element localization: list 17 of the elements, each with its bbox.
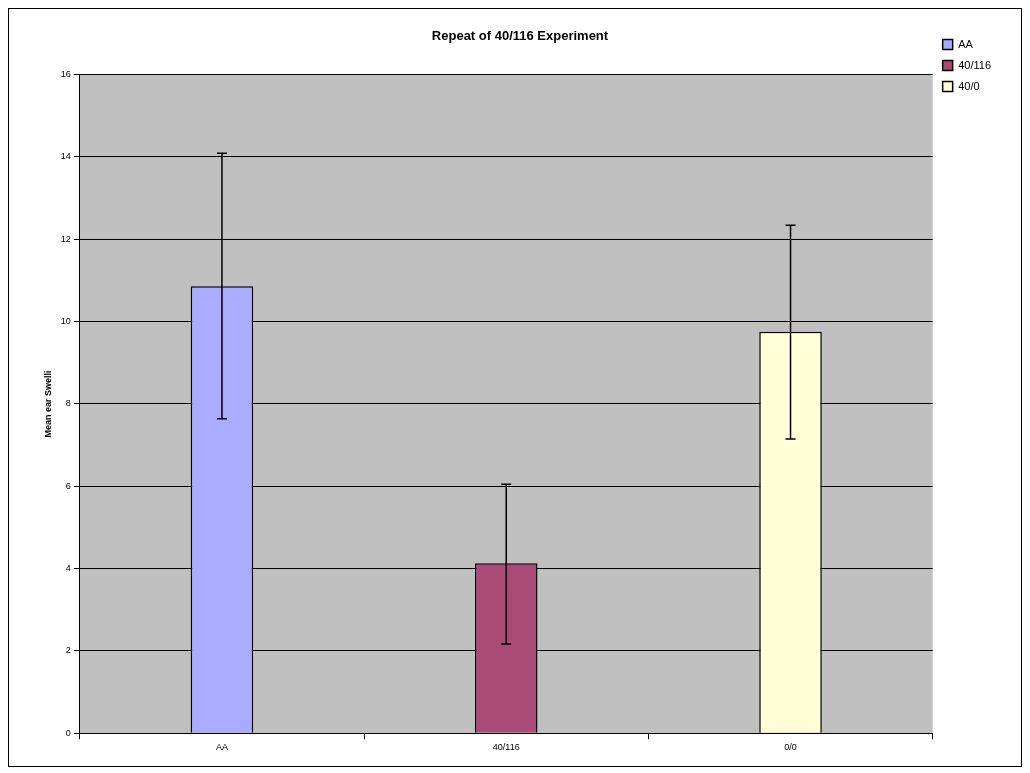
y-tick-label: 10	[60, 316, 71, 327]
legend-label: 40/116	[958, 58, 991, 71]
y-tick-label: 8	[65, 398, 71, 409]
legend-label: AA	[958, 37, 974, 50]
y-tick-label: 6	[65, 480, 71, 491]
y-tick-label: 4	[65, 563, 71, 574]
y-tick-label: 12	[60, 233, 71, 244]
legend-label: 40/0	[958, 79, 980, 92]
y-tick-label: 0	[65, 727, 71, 738]
x-tick-label: 0/0	[784, 742, 797, 753]
y-axis-title: Mean ear Swelli	[42, 370, 53, 438]
y-tick-label: 16	[60, 69, 71, 80]
y-tick-label: 14	[60, 151, 71, 162]
x-tick-label: 40/116	[492, 742, 520, 753]
x-tick-label: AA	[215, 742, 228, 753]
y-tick-label: 2	[65, 645, 71, 656]
chart-title: Repeat of 40/116 Experiment	[431, 28, 609, 44]
